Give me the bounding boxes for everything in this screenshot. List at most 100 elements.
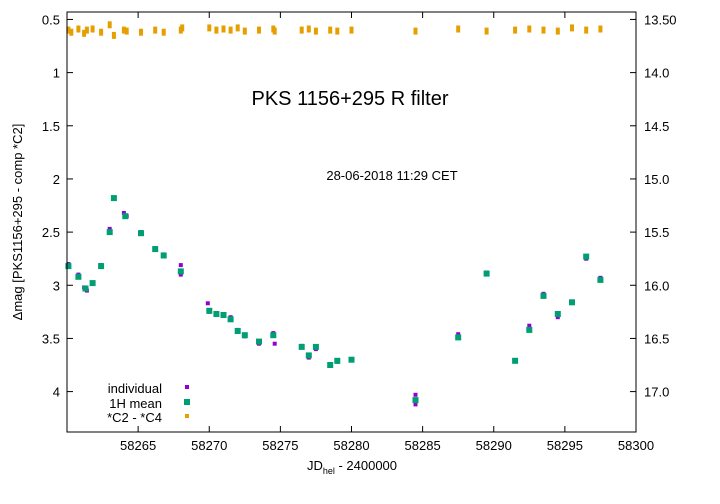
mean-point [412, 397, 419, 404]
comparison-point [242, 27, 247, 35]
mean-point [227, 316, 234, 323]
comparison-point [221, 25, 226, 33]
comparison-point [111, 31, 116, 39]
y-axis-label: Δmag [PKS1156+295 - comp *C2] [10, 124, 25, 321]
y2-tick-label: 15.5 [644, 225, 669, 240]
comparison-point [82, 29, 87, 37]
y-tick-label: 1 [53, 66, 60, 81]
individual-point [178, 272, 183, 277]
individual-point [178, 263, 183, 268]
comparison-point [207, 24, 212, 32]
y-tick-label: 3.5 [42, 331, 60, 346]
timestamp: 28-06-2018 11:29 CET [326, 168, 457, 183]
mean-point [554, 311, 561, 317]
mean-point [177, 268, 184, 275]
mean-point [298, 343, 305, 350]
mean-point [152, 246, 159, 253]
mean-point [270, 332, 277, 339]
mean-point [455, 334, 462, 341]
y-tick-label: 3 [53, 278, 60, 293]
legend-marker-mean [184, 399, 190, 405]
comparison-point [180, 24, 185, 32]
comparison-point [84, 26, 89, 34]
x-tick-label: 58295 [547, 438, 583, 453]
comparison-point [555, 27, 560, 35]
y-tick-label: 0.5 [42, 12, 60, 27]
y-tick-label: 2 [53, 172, 60, 187]
mean-point [65, 263, 72, 270]
legend-marker-individual [185, 385, 189, 389]
legend-label-individual: individual [108, 381, 162, 396]
mean-point [138, 230, 144, 237]
mean-point [256, 338, 262, 345]
comparison-point [349, 26, 354, 34]
comparison-point [121, 26, 126, 34]
mean-point [583, 253, 590, 260]
comparison-point [313, 27, 318, 35]
comparison-point [139, 28, 143, 36]
mean-point [327, 362, 334, 368]
y2-tick-label: 17.0 [644, 385, 669, 400]
x-tick-label: 58290 [476, 438, 512, 453]
individual-point [527, 323, 532, 328]
mean-point [597, 276, 604, 283]
mean-point [312, 343, 319, 350]
y2-tick-label: 16.0 [644, 278, 669, 293]
comparison-point [161, 28, 166, 36]
comparison-point [90, 25, 95, 33]
comparison-point [598, 25, 603, 33]
individual-point [272, 341, 277, 346]
mean-point [106, 229, 113, 236]
comparison-point [413, 27, 418, 35]
comparison-point [328, 26, 333, 34]
legend-marker-comparison [185, 414, 189, 418]
mean-point [206, 307, 213, 314]
mean-point [89, 280, 96, 287]
legend: individual 1H mean *C2 - *C4 [107, 381, 190, 425]
comparison-point [66, 26, 71, 34]
y2-tick-label: 14.5 [644, 119, 669, 134]
mean-point [569, 299, 575, 306]
x-tick-label: 58270 [191, 438, 227, 453]
mean-point [160, 252, 167, 259]
mean-point [305, 352, 312, 359]
x-tick-label: 58285 [405, 438, 441, 453]
comparison-point [335, 27, 340, 35]
y2-tick-label: 13.50 [644, 12, 677, 27]
mean-point [110, 195, 117, 202]
comparison-point [124, 27, 129, 35]
y2-tick-label: 16.5 [644, 331, 669, 346]
comparison-point [107, 21, 112, 29]
comparison-point [299, 26, 304, 34]
individual-point [555, 315, 560, 320]
y-axis-ticks: 0.5 1 1.5 2 2.5 3 3.5 4 [42, 12, 73, 400]
y-tick-label: 2.5 [42, 225, 60, 240]
x-tick-label: 58280 [333, 438, 369, 453]
comparison-point [69, 28, 74, 36]
mean-point [122, 213, 129, 220]
x-tick-label: 58275 [262, 438, 298, 453]
individual-point [121, 211, 126, 215]
mean-point [483, 270, 490, 277]
individual-point [205, 301, 210, 306]
x-axis-ticks: 58265 58270 58275 58280 58285 58290 58295 58300 [120, 12, 654, 453]
mean-point [82, 285, 89, 292]
mean-point [220, 312, 227, 318]
mean-point [512, 357, 519, 364]
comparison-point [272, 27, 277, 35]
y-tick-label: 1.5 [42, 119, 60, 134]
y2-axis-ticks: 13.50 14.0 14.5 15.0 15.5 16.0 16.5 17.0 [630, 12, 677, 400]
x-tick-label: 58300 [618, 438, 654, 453]
data-points [65, 21, 604, 407]
individual-point [413, 402, 418, 407]
comparison-point [513, 26, 518, 34]
comparison-point [584, 26, 589, 34]
comparison-point [484, 27, 489, 35]
mean-point [334, 357, 341, 364]
comparison-point [527, 25, 532, 33]
mean-point [348, 356, 355, 363]
y2-tick-label: 15.0 [644, 172, 669, 187]
y-tick-label: 4 [53, 385, 60, 400]
